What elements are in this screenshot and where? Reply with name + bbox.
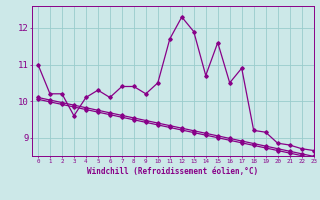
X-axis label: Windchill (Refroidissement éolien,°C): Windchill (Refroidissement éolien,°C): [87, 167, 258, 176]
